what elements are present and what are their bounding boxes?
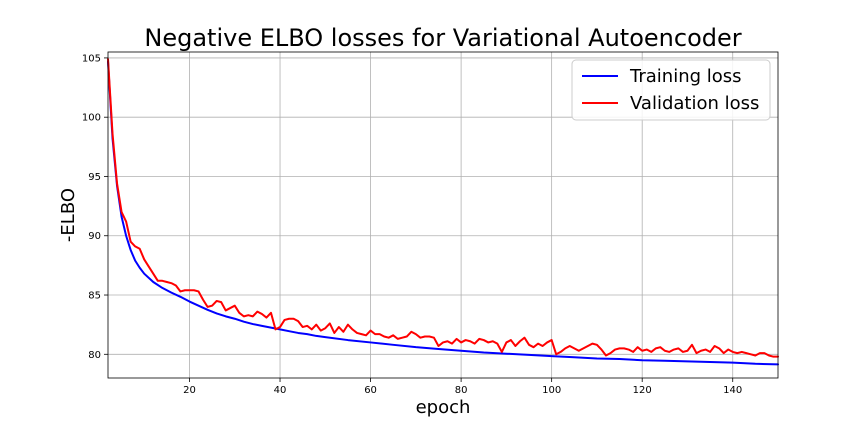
y-tick-label: 90 — [88, 231, 101, 242]
x-tick-label: 40 — [274, 385, 287, 396]
tick-layer: 20 40 60 80 100 120 140 80 85 90 95 100 105 — [82, 53, 742, 396]
chart-title: Negative ELBO losses for Variational Aut… — [144, 24, 741, 52]
x-tick-label: 140 — [723, 385, 742, 396]
y-tick-label: 95 — [88, 172, 101, 183]
x-tick-label: 20 — [183, 385, 196, 396]
y-tick-label: 85 — [88, 291, 101, 302]
legend: Training loss Validation loss — [571, 59, 771, 121]
validation-loss-line — [107, 58, 779, 358]
x-tick-label: 100 — [542, 385, 561, 396]
series-layer — [107, 58, 779, 366]
x-tick-label: 120 — [633, 385, 652, 396]
x-tick-label: 80 — [455, 385, 468, 396]
plot-frame — [107, 51, 779, 379]
x-tick-label: 60 — [364, 385, 377, 396]
grid-layer — [108, 52, 778, 378]
legend-box — [571, 59, 771, 121]
legend-label-validation: Validation loss — [630, 93, 759, 114]
training-loss-line — [107, 60, 779, 366]
x-axis-label: epoch — [416, 397, 471, 418]
y-tick-label: 80 — [88, 350, 101, 361]
legend-label-training: Training loss — [629, 66, 742, 87]
y-tick-label: 105 — [82, 53, 101, 64]
y-tick-label: 100 — [82, 113, 101, 124]
y-axis-label: -ELBO — [58, 188, 79, 242]
